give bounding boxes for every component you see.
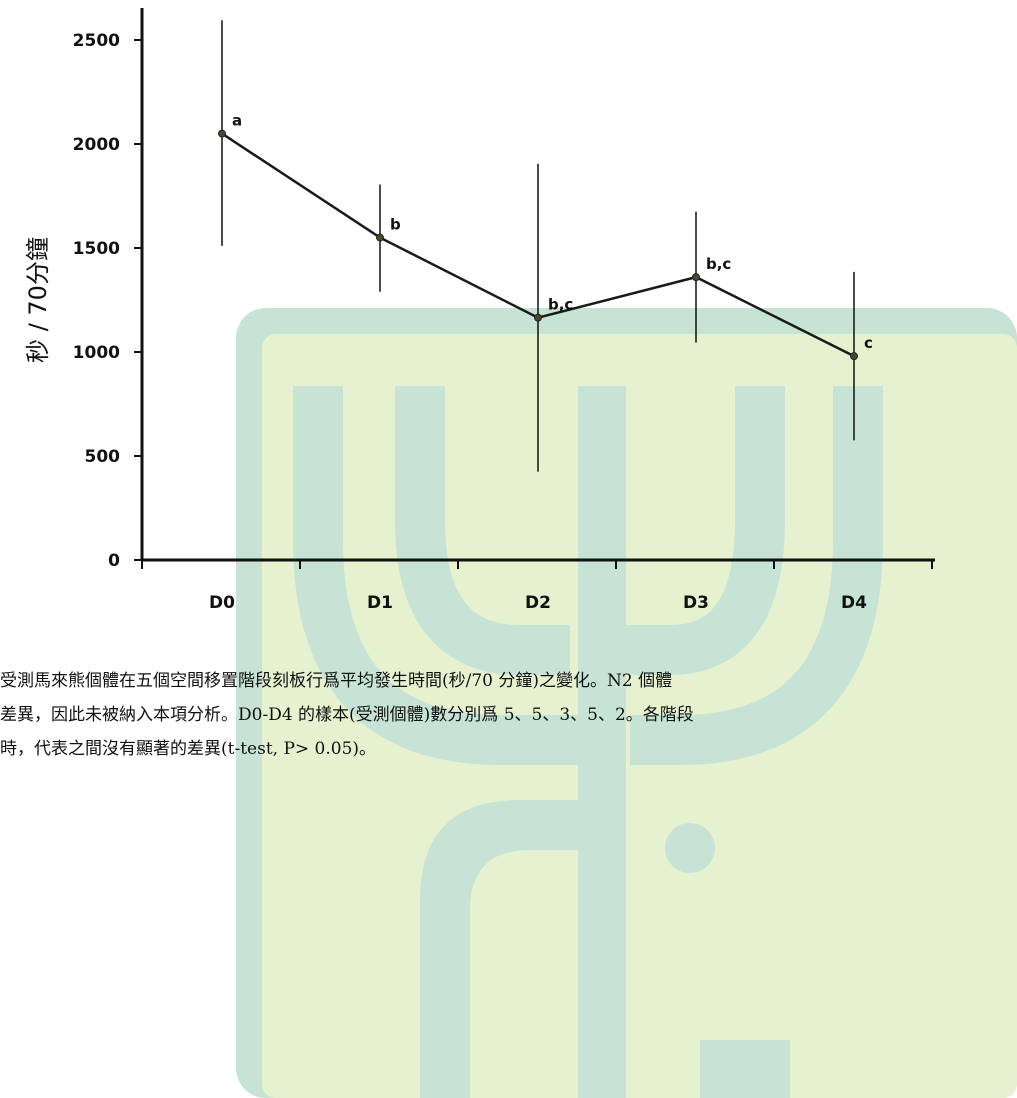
line-chart: 0 500 1000 1500 2000 2500 D0 D1 D2 D3 D4 a b b,c b,c… [24,8,935,613]
watermark-dot [665,823,715,873]
y-tick-label-3: 1500 [73,239,120,259]
x-tick-label-d1: D1 [367,593,393,613]
y-tick-label-0: 0 [108,551,120,571]
point-labels: a b b,c b,c c [232,112,873,353]
x-tick-label-d3: D3 [683,593,709,613]
y-tick-label-1: 500 [85,447,121,467]
watermark-menorah [293,386,883,765]
chart-axes [140,8,935,562]
data-point-d4 [850,352,858,361]
y-tick-label-5: 2500 [73,31,120,51]
x-tick-label-d0: D0 [209,593,235,613]
caption-line-1: 受測馬來熊個體在五個空間移置階段刻板行爲平均發生時間(秒/70 分鐘)之變化。N… [0,671,673,691]
y-tick-label-2: 1000 [73,343,120,363]
y-axis-ticks: 0 500 1000 1500 2000 2500 [73,31,142,571]
data-point-d1 [376,233,384,242]
watermark-bar [700,1040,790,1098]
point-label-d1: b [390,216,401,234]
watermark-stem [578,386,626,1098]
x-tick-label-d2: D2 [525,593,551,613]
figure-caption: 受測馬來熊個體在五個空間移置階段刻板行爲平均發生時間(秒/70 分鐘)之變化。N… [0,664,1017,766]
point-label-d3: b,c [706,255,731,273]
data-point-d3 [692,273,700,282]
data-points [218,129,858,361]
x-tick-label-d4: D4 [841,593,867,613]
error-bars [221,20,855,472]
point-label-d4: c [864,334,873,352]
point-label-d2: b,c [548,296,573,314]
watermark-hook [420,800,580,1098]
data-point-d0 [218,129,226,138]
y-tick-label-4: 2000 [73,135,120,155]
caption-line-2: 差異，因此未被納入本項分析。D0-D4 的樣本(受測個體)數分別爲 5、5、3、… [0,705,694,725]
point-label-d0: a [232,112,242,130]
y-axis-title: 秒 / 70分鐘 [24,237,52,363]
x-axis-ticks: D0 D1 D2 D3 D4 [141,560,933,613]
data-point-d2 [534,313,542,322]
caption-line-3: 時，代表之間沒有顯著的差異(t-test, P> 0.05)。 [0,739,377,759]
